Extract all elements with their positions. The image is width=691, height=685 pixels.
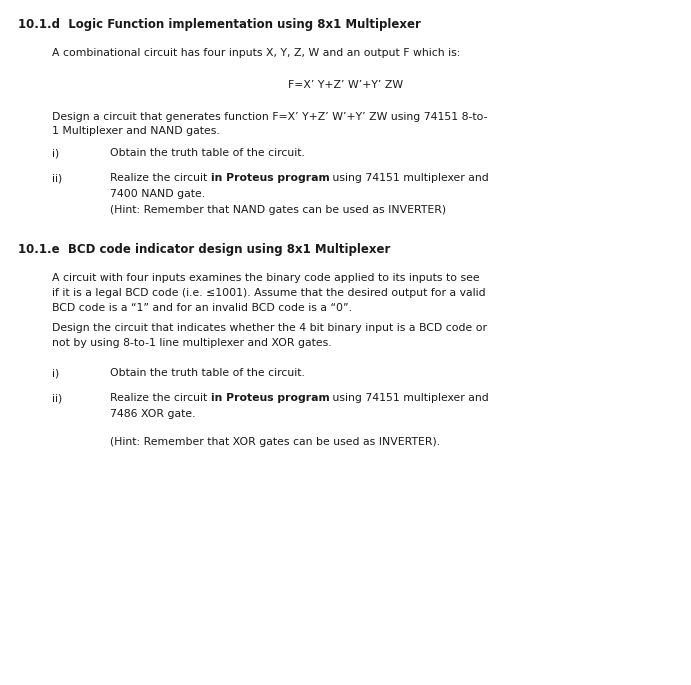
Text: ii): ii) bbox=[52, 173, 62, 183]
Text: using 74151 multiplexer and: using 74151 multiplexer and bbox=[330, 393, 489, 403]
Text: F=X’ Y+Z’ W’+Y’ ZW: F=X’ Y+Z’ W’+Y’ ZW bbox=[288, 80, 403, 90]
Text: if it is a legal BCD code (i.e. ≤1001). Assume that the desired output for a val: if it is a legal BCD code (i.e. ≤1001). … bbox=[52, 288, 486, 298]
Text: Obtain the truth table of the circuit.: Obtain the truth table of the circuit. bbox=[110, 148, 305, 158]
Text: Realize the circuit: Realize the circuit bbox=[110, 393, 211, 403]
Text: A combinational circuit has four inputs X, Y, Z, W and an output F which is:: A combinational circuit has four inputs … bbox=[52, 48, 460, 58]
Text: 10.1.d  Logic Function implementation using 8x1 Multiplexer: 10.1.d Logic Function implementation usi… bbox=[18, 18, 421, 31]
Text: 7486 XOR gate.: 7486 XOR gate. bbox=[110, 409, 196, 419]
Text: 10.1.e  BCD code indicator design using 8x1 Multiplexer: 10.1.e BCD code indicator design using 8… bbox=[18, 243, 390, 256]
Text: Design the circuit that indicates whether the 4 bit binary input is a BCD code o: Design the circuit that indicates whethe… bbox=[52, 323, 487, 333]
Text: not by using 8-to-1 line multiplexer and XOR gates.: not by using 8-to-1 line multiplexer and… bbox=[52, 338, 332, 348]
Text: 7400 NAND gate.: 7400 NAND gate. bbox=[110, 189, 205, 199]
Text: Design a circuit that generates function F=X’ Y+Z’ W’+Y’ ZW using 74151 8-to-
1 : Design a circuit that generates function… bbox=[52, 112, 487, 136]
Text: in Proteus program: in Proteus program bbox=[211, 173, 330, 183]
Text: i): i) bbox=[52, 368, 59, 378]
Text: (Hint: Remember that XOR gates can be used as INVERTER).: (Hint: Remember that XOR gates can be us… bbox=[110, 437, 440, 447]
Text: Realize the circuit: Realize the circuit bbox=[110, 173, 211, 183]
Text: (Hint: Remember that NAND gates can be used as INVERTER): (Hint: Remember that NAND gates can be u… bbox=[110, 205, 446, 215]
Text: ii): ii) bbox=[52, 393, 62, 403]
Text: Obtain the truth table of the circuit.: Obtain the truth table of the circuit. bbox=[110, 368, 305, 378]
Text: using 74151 multiplexer and: using 74151 multiplexer and bbox=[330, 173, 489, 183]
Text: i): i) bbox=[52, 148, 59, 158]
Text: BCD code is a “1” and for an invalid BCD code is a “0”.: BCD code is a “1” and for an invalid BCD… bbox=[52, 303, 352, 313]
Text: A circuit with four inputs examines the binary code applied to its inputs to see: A circuit with four inputs examines the … bbox=[52, 273, 480, 283]
Text: in Proteus program: in Proteus program bbox=[211, 393, 330, 403]
